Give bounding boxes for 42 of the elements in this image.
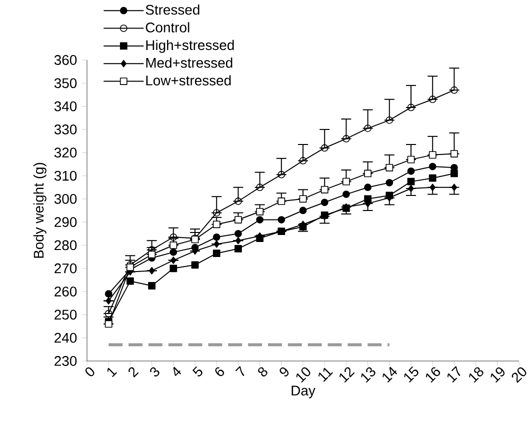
x-tick-label: 19 — [490, 367, 505, 383]
y-tick-label: 330 — [54, 124, 77, 134]
legend-label: Stressed — [146, 4, 200, 15]
y-tick-label: 270 — [54, 263, 77, 274]
y-tick-label: 300 — [54, 194, 77, 204]
x-tick-label: 17 — [447, 366, 460, 383]
legend-label: Control — [146, 22, 190, 32]
y-tick-label: 320 — [54, 148, 77, 158]
x-tick-label: 2 — [128, 367, 139, 378]
x-tick-label: 12 — [340, 367, 355, 383]
legend-label: High+stressed — [146, 40, 234, 53]
y-tick-label: 340 — [54, 101, 77, 112]
x-tick-label: 6 — [215, 367, 224, 376]
y-tick-label: 260 — [54, 286, 77, 296]
x-axis-title: Day — [292, 386, 316, 398]
x-tick-label: 16 — [426, 367, 440, 383]
x-tick-label: 15 — [404, 366, 418, 383]
x-tick-label: 9 — [280, 367, 289, 376]
x-tick-label: 4 — [173, 366, 182, 376]
x-tick-label: 14 — [382, 366, 398, 383]
x-tick-label: 0 — [85, 367, 94, 376]
y-tick-label: 310 — [54, 170, 77, 181]
legend-label: Low+stressed — [146, 75, 231, 86]
y-tick-label: 280 — [54, 240, 77, 250]
y-tick-label: 230 — [54, 356, 77, 366]
y-tick-label: 240 — [54, 332, 77, 343]
y-tick-label: 290 — [54, 217, 77, 228]
x-tick-label: 18 — [469, 367, 484, 383]
x-tick-label: 20 — [512, 367, 526, 383]
x-tick-label: 8 — [258, 367, 268, 376]
x-tick-label: 7 — [235, 366, 244, 376]
x-tick-label: 10 — [296, 367, 310, 383]
legend-label: Med+stressed — [146, 58, 232, 68]
y-tick-label: 250 — [54, 310, 77, 320]
x-tick-label: 11 — [318, 368, 334, 382]
y-tick-label: 350 — [54, 78, 77, 88]
y-tick-label: 360 — [54, 55, 77, 65]
y-axis-title: Body weight (g) — [33, 162, 46, 258]
x-tick-label: 13 — [361, 367, 376, 383]
x-tick-label: 1 — [107, 368, 118, 378]
x-tick-label: 3 — [150, 367, 160, 376]
x-tick-label: 5 — [192, 366, 202, 376]
